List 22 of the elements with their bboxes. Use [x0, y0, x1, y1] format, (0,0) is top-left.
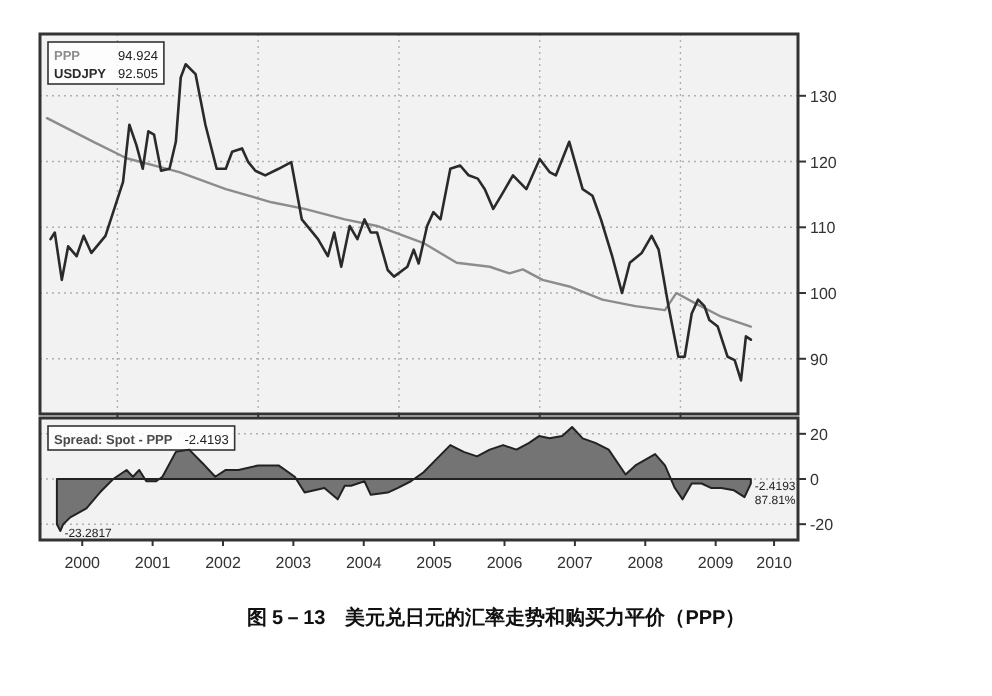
- y-tick-label: 120: [810, 153, 838, 172]
- x-tick-label: 2010: [756, 554, 793, 572]
- y-tick-label: 0: [810, 471, 820, 489]
- y-tick-label: 90: [810, 350, 829, 369]
- x-tick-label: 2009: [697, 554, 735, 572]
- x-tick-label: 2003: [275, 554, 313, 572]
- x-tick-label: 2000: [64, 554, 102, 572]
- y-tick-label: 110: [810, 219, 837, 238]
- x-tick-label: 2005: [416, 554, 454, 572]
- x-tick-label: 2004: [345, 554, 383, 572]
- x-tick-label: 2006: [486, 554, 524, 572]
- x-tick-label: 2007: [557, 554, 594, 572]
- text: 图 5－13 美元兑日元的汇率走势和购买力平价（PPP）: [246, 606, 746, 630]
- y-tick-label: 130: [810, 87, 838, 106]
- x-tick-label: 2008: [627, 554, 665, 572]
- x-tick-label: 2002: [205, 554, 242, 572]
- x-tick-label: 2001: [134, 554, 172, 572]
- y-tick-label: 100: [810, 285, 838, 304]
- line-series: [49, 62, 753, 382]
- line-series: [45, 116, 753, 328]
- y-tick-label: 20: [810, 425, 829, 444]
- y-tick-label: -20: [810, 516, 835, 535]
